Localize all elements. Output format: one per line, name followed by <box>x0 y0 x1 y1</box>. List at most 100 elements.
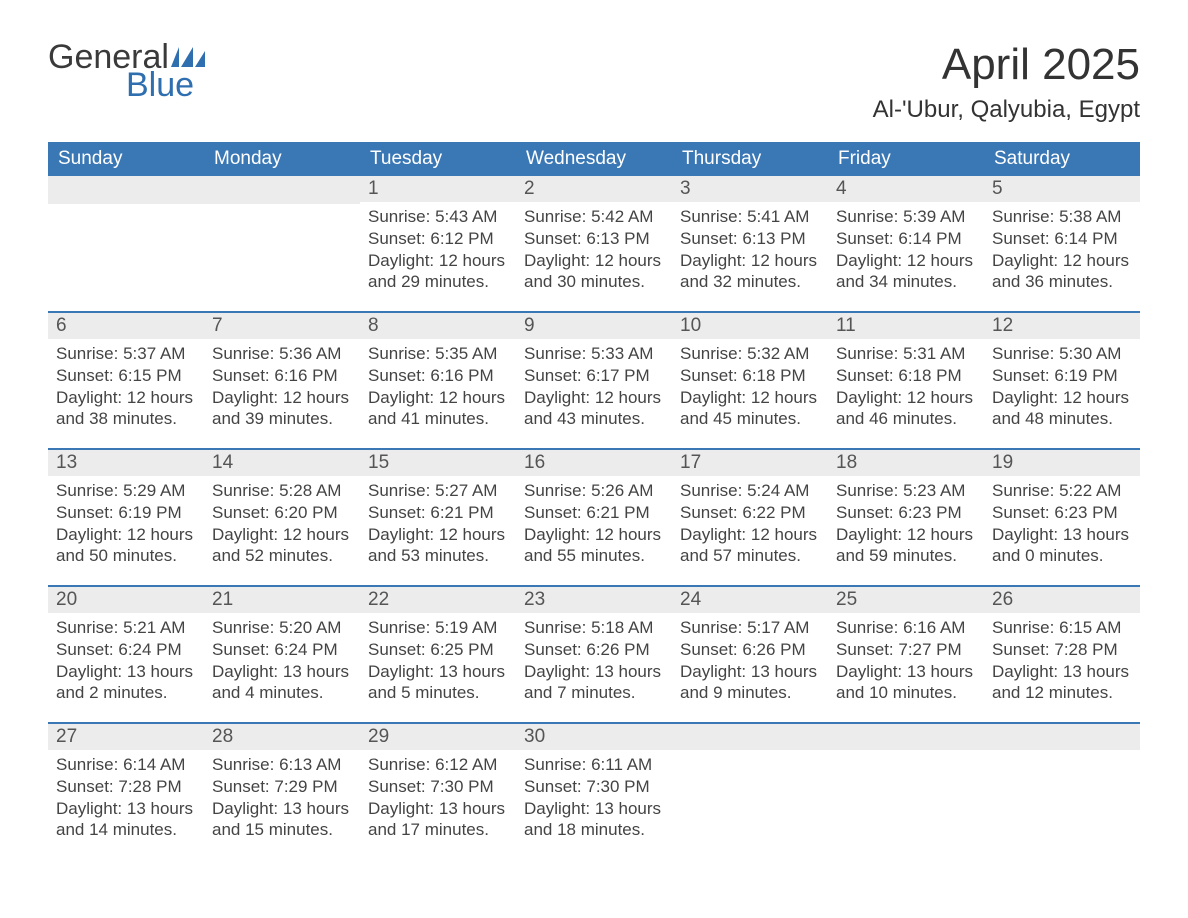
sunrise-line: Sunrise: 5:32 AM <box>680 343 820 365</box>
day-details: Sunrise: 6:14 AMSunset: 7:28 PMDaylight:… <box>48 750 204 841</box>
daylight-line: Daylight: 13 hours and 10 minutes. <box>836 661 976 705</box>
calendar-cell: 18Sunrise: 5:23 AMSunset: 6:23 PMDayligh… <box>828 448 984 585</box>
sunrise-line: Sunrise: 5:42 AM <box>524 206 664 228</box>
sunrise-line: Sunrise: 5:31 AM <box>836 343 976 365</box>
calendar-cell: 30Sunrise: 6:11 AMSunset: 7:30 PMDayligh… <box>516 722 672 859</box>
day-details: Sunrise: 6:11 AMSunset: 7:30 PMDaylight:… <box>516 750 672 841</box>
sunset-line: Sunset: 6:15 PM <box>56 365 196 387</box>
calendar-cell: 11Sunrise: 5:31 AMSunset: 6:18 PMDayligh… <box>828 311 984 448</box>
day-details: Sunrise: 5:39 AMSunset: 6:14 PMDaylight:… <box>828 202 984 293</box>
sunset-line: Sunset: 7:30 PM <box>368 776 508 798</box>
day-details: Sunrise: 5:17 AMSunset: 6:26 PMDaylight:… <box>672 613 828 704</box>
day-number: 30 <box>516 722 672 750</box>
sunrise-line: Sunrise: 5:38 AM <box>992 206 1132 228</box>
sunrise-line: Sunrise: 6:15 AM <box>992 617 1132 639</box>
sunset-line: Sunset: 6:16 PM <box>212 365 352 387</box>
day-details: Sunrise: 6:16 AMSunset: 7:27 PMDaylight:… <box>828 613 984 704</box>
sunset-line: Sunset: 6:22 PM <box>680 502 820 524</box>
sunset-line: Sunset: 6:24 PM <box>56 639 196 661</box>
sunset-line: Sunset: 6:12 PM <box>368 228 508 250</box>
calendar-cell: 27Sunrise: 6:14 AMSunset: 7:28 PMDayligh… <box>48 722 204 859</box>
daylight-line: Daylight: 13 hours and 9 minutes. <box>680 661 820 705</box>
day-number: 28 <box>204 722 360 750</box>
calendar-cell <box>204 176 360 311</box>
calendar-cell: 17Sunrise: 5:24 AMSunset: 6:22 PMDayligh… <box>672 448 828 585</box>
sunset-line: Sunset: 6:25 PM <box>368 639 508 661</box>
calendar-week-row: 6Sunrise: 5:37 AMSunset: 6:15 PMDaylight… <box>48 311 1140 448</box>
calendar-week-row: 13Sunrise: 5:29 AMSunset: 6:19 PMDayligh… <box>48 448 1140 585</box>
daylight-line: Daylight: 13 hours and 4 minutes. <box>212 661 352 705</box>
day-number: 11 <box>828 311 984 339</box>
sunset-line: Sunset: 6:20 PM <box>212 502 352 524</box>
calendar-cell: 20Sunrise: 5:21 AMSunset: 6:24 PMDayligh… <box>48 585 204 722</box>
day-details: Sunrise: 5:31 AMSunset: 6:18 PMDaylight:… <box>828 339 984 430</box>
day-number: 22 <box>360 585 516 613</box>
day-number: 1 <box>360 176 516 202</box>
sunrise-line: Sunrise: 5:37 AM <box>56 343 196 365</box>
calendar-cell <box>984 722 1140 859</box>
calendar-cell: 1Sunrise: 5:43 AMSunset: 6:12 PMDaylight… <box>360 176 516 311</box>
daylight-line: Daylight: 12 hours and 36 minutes. <box>992 250 1132 294</box>
sunrise-line: Sunrise: 5:26 AM <box>524 480 664 502</box>
sunrise-line: Sunrise: 5:21 AM <box>56 617 196 639</box>
calendar-week-row: 1Sunrise: 5:43 AMSunset: 6:12 PMDaylight… <box>48 176 1140 311</box>
day-details: Sunrise: 5:41 AMSunset: 6:13 PMDaylight:… <box>672 202 828 293</box>
day-details: Sunrise: 5:20 AMSunset: 6:24 PMDaylight:… <box>204 613 360 704</box>
calendar-cell: 7 Sunrise: 5:36 AMSunset: 6:16 PMDaylight… <box>204 311 360 448</box>
calendar-cell: 25Sunrise: 6:16 AMSunset: 7:27 PMDayligh… <box>828 585 984 722</box>
sunset-line: Sunset: 6:21 PM <box>368 502 508 524</box>
day-number: 9 <box>516 311 672 339</box>
calendar-table: Sunday Monday Tuesday Wednesday Thursday… <box>48 142 1140 859</box>
sunrise-line: Sunrise: 5:41 AM <box>680 206 820 228</box>
logo-flag-icon <box>171 47 205 67</box>
sunrise-line: Sunrise: 6:12 AM <box>368 754 508 776</box>
calendar-cell <box>828 722 984 859</box>
sunrise-line: Sunrise: 5:22 AM <box>992 480 1132 502</box>
calendar-cell: 26Sunrise: 6:15 AMSunset: 7:28 PMDayligh… <box>984 585 1140 722</box>
day-number: 25 <box>828 585 984 613</box>
month-title: April 2025 <box>873 40 1140 90</box>
day-number: 3 <box>672 176 828 202</box>
sunrise-line: Sunrise: 6:14 AM <box>56 754 196 776</box>
sunset-line: Sunset: 6:21 PM <box>524 502 664 524</box>
daylight-line: Daylight: 12 hours and 39 minutes. <box>212 387 352 431</box>
calendar-cell: 24Sunrise: 5:17 AMSunset: 6:26 PMDayligh… <box>672 585 828 722</box>
day-number: 27 <box>48 722 204 750</box>
calendar-cell: 2Sunrise: 5:42 AMSunset: 6:13 PMDaylight… <box>516 176 672 311</box>
day-number: 21 <box>204 585 360 613</box>
calendar-cell <box>48 176 204 311</box>
day-number: 23 <box>516 585 672 613</box>
day-number: 19 <box>984 448 1140 476</box>
daylight-line: Daylight: 13 hours and 5 minutes. <box>368 661 508 705</box>
day-header: Thursday <box>672 142 828 176</box>
day-number: 18 <box>828 448 984 476</box>
sunset-line: Sunset: 6:18 PM <box>680 365 820 387</box>
sunrise-line: Sunrise: 5:30 AM <box>992 343 1132 365</box>
day-number <box>204 176 360 204</box>
sunrise-line: Sunrise: 5:23 AM <box>836 480 976 502</box>
calendar-cell: 22Sunrise: 5:19 AMSunset: 6:25 PMDayligh… <box>360 585 516 722</box>
daylight-line: Daylight: 12 hours and 38 minutes. <box>56 387 196 431</box>
day-details: Sunrise: 5:35 AMSunset: 6:16 PMDaylight:… <box>360 339 516 430</box>
calendar-cell: 5Sunrise: 5:38 AMSunset: 6:14 PMDaylight… <box>984 176 1140 311</box>
day-number: 7 <box>204 311 360 339</box>
sunset-line: Sunset: 6:16 PM <box>368 365 508 387</box>
day-details: Sunrise: 5:23 AMSunset: 6:23 PMDaylight:… <box>828 476 984 567</box>
calendar-cell: 10Sunrise: 5:32 AMSunset: 6:18 PMDayligh… <box>672 311 828 448</box>
calendar-cell: 21Sunrise: 5:20 AMSunset: 6:24 PMDayligh… <box>204 585 360 722</box>
calendar-cell: 12Sunrise: 5:30 AMSunset: 6:19 PMDayligh… <box>984 311 1140 448</box>
sunrise-line: Sunrise: 6:11 AM <box>524 754 664 776</box>
calendar-cell: 28Sunrise: 6:13 AMSunset: 7:29 PMDayligh… <box>204 722 360 859</box>
day-number: 2 <box>516 176 672 202</box>
calendar-cell: 29Sunrise: 6:12 AMSunset: 7:30 PMDayligh… <box>360 722 516 859</box>
sunrise-line: Sunrise: 5:27 AM <box>368 480 508 502</box>
sunset-line: Sunset: 6:17 PM <box>524 365 664 387</box>
day-details: Sunrise: 5:38 AMSunset: 6:14 PMDaylight:… <box>984 202 1140 293</box>
sunset-line: Sunset: 6:26 PM <box>524 639 664 661</box>
sunrise-line: Sunrise: 6:16 AM <box>836 617 976 639</box>
sunset-line: Sunset: 6:14 PM <box>992 228 1132 250</box>
day-details: Sunrise: 5:24 AMSunset: 6:22 PMDaylight:… <box>672 476 828 567</box>
sunset-line: Sunset: 6:23 PM <box>992 502 1132 524</box>
calendar-cell: 8Sunrise: 5:35 AMSunset: 6:16 PMDaylight… <box>360 311 516 448</box>
sunrise-line: Sunrise: 5:36 AM <box>212 343 352 365</box>
